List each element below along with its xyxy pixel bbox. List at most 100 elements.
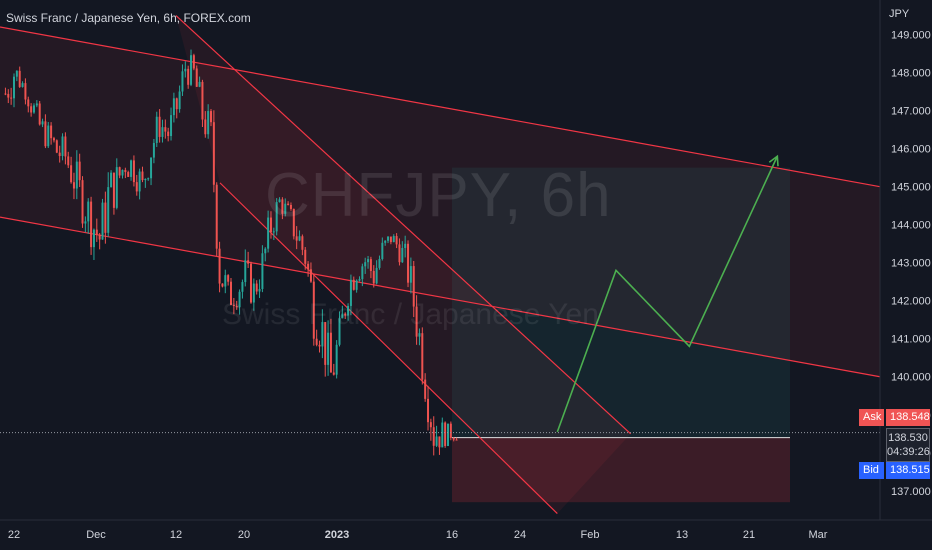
candle-body [327, 332, 330, 365]
projection-path [556, 155, 779, 433]
candle-body [249, 263, 252, 303]
candle-body [10, 97, 13, 99]
candle-body [278, 199, 281, 203]
y-tick-label: 142.000 [891, 296, 931, 308]
candle-body [61, 136, 64, 157]
candle-body [155, 116, 158, 143]
candle-body [218, 248, 221, 284]
candle-body [344, 313, 347, 316]
bid-label: Bid [859, 462, 884, 479]
candle-body [349, 279, 352, 306]
candle-body [215, 184, 218, 249]
candle-body [210, 111, 213, 123]
candle-body [304, 249, 307, 264]
candle-body [309, 269, 312, 282]
candle-body [332, 372, 335, 375]
candle-body [141, 171, 144, 181]
candle-body [150, 157, 153, 179]
candle-body [72, 182, 75, 189]
candle-body [41, 121, 44, 125]
candle-body [295, 236, 298, 241]
candle-body [455, 439, 458, 441]
candle-body [127, 172, 130, 177]
candle-body [387, 236, 390, 241]
candle-body [312, 281, 315, 339]
candle-body [364, 262, 367, 267]
candle-body [181, 71, 184, 92]
x-tick-label: Mar [809, 529, 828, 541]
candle-body [272, 231, 275, 233]
candle-body [92, 229, 95, 248]
x-tick-label: Dec [86, 529, 106, 541]
candle-body [307, 263, 310, 270]
candle-body [267, 217, 270, 249]
bid-price: 138.515 [886, 462, 930, 479]
axis-currency: JPY [889, 8, 910, 20]
candle-body [201, 81, 204, 120]
candle-body [158, 116, 161, 137]
y-tick-label: 148.000 [891, 68, 931, 80]
candle-body [118, 167, 121, 176]
candle-body [241, 282, 244, 292]
candle-body [12, 76, 15, 99]
x-tick-label: 20 [238, 529, 250, 541]
candle-body [87, 201, 90, 222]
candle-body [255, 283, 258, 292]
candle-body [415, 306, 418, 337]
candle-body [329, 332, 332, 373]
candle-body [227, 275, 230, 282]
candle-body [235, 306, 238, 308]
steep-descending-channel-bottom-line [219, 182, 558, 515]
candle-body [275, 202, 278, 232]
candle-body [398, 244, 401, 263]
candle-body [347, 305, 350, 316]
x-tick-label: 12 [170, 529, 182, 541]
candle-body [104, 202, 107, 233]
upper-descending-channel-fill [0, 27, 880, 377]
candle-body [132, 160, 135, 183]
candle-body [178, 91, 181, 110]
candle-body [281, 199, 284, 214]
candle-body [284, 203, 287, 214]
candle-body [212, 122, 215, 185]
candle-body [429, 422, 432, 428]
y-tick-label: 146.000 [891, 144, 931, 156]
candle-body [207, 111, 210, 135]
candle-body [135, 182, 138, 192]
candle-body [289, 204, 292, 209]
candle-body [90, 201, 93, 248]
candle-body [187, 68, 190, 85]
candle-body [301, 236, 304, 250]
candle-body [124, 169, 127, 173]
candle-body [352, 279, 355, 290]
candle-body [35, 103, 38, 106]
last-price: 138.530 [888, 432, 928, 444]
candle-body [18, 70, 21, 87]
candle-body [144, 178, 147, 181]
candle-body [107, 187, 110, 233]
y-tick-label: 147.000 [891, 106, 931, 118]
candle-body [298, 236, 301, 241]
chart-title: Swiss Franc / Japanese Yen, 6h, FOREX.co… [6, 11, 251, 25]
candle-body [264, 248, 267, 254]
candle-body [258, 288, 261, 292]
candle-body [338, 318, 341, 345]
candle-body [30, 106, 33, 113]
steep-descending-channel-fill [176, 15, 631, 514]
x-tick-label: 21 [743, 529, 755, 541]
candle-body [112, 172, 115, 208]
candle-body [412, 266, 415, 307]
candle-body [172, 98, 175, 116]
candle-body [52, 138, 55, 141]
candle-body [58, 152, 61, 157]
candle-body [424, 379, 427, 399]
candle-body [404, 243, 407, 248]
steep-descending-channel-top-line [175, 15, 632, 435]
watermark-name: Swiss Franc / Japanese Yen [222, 298, 599, 331]
y-tick-label: 141.000 [891, 334, 931, 346]
candle-body [418, 333, 421, 337]
y-tick-label: 143.000 [891, 258, 931, 270]
candle-body [64, 136, 67, 157]
